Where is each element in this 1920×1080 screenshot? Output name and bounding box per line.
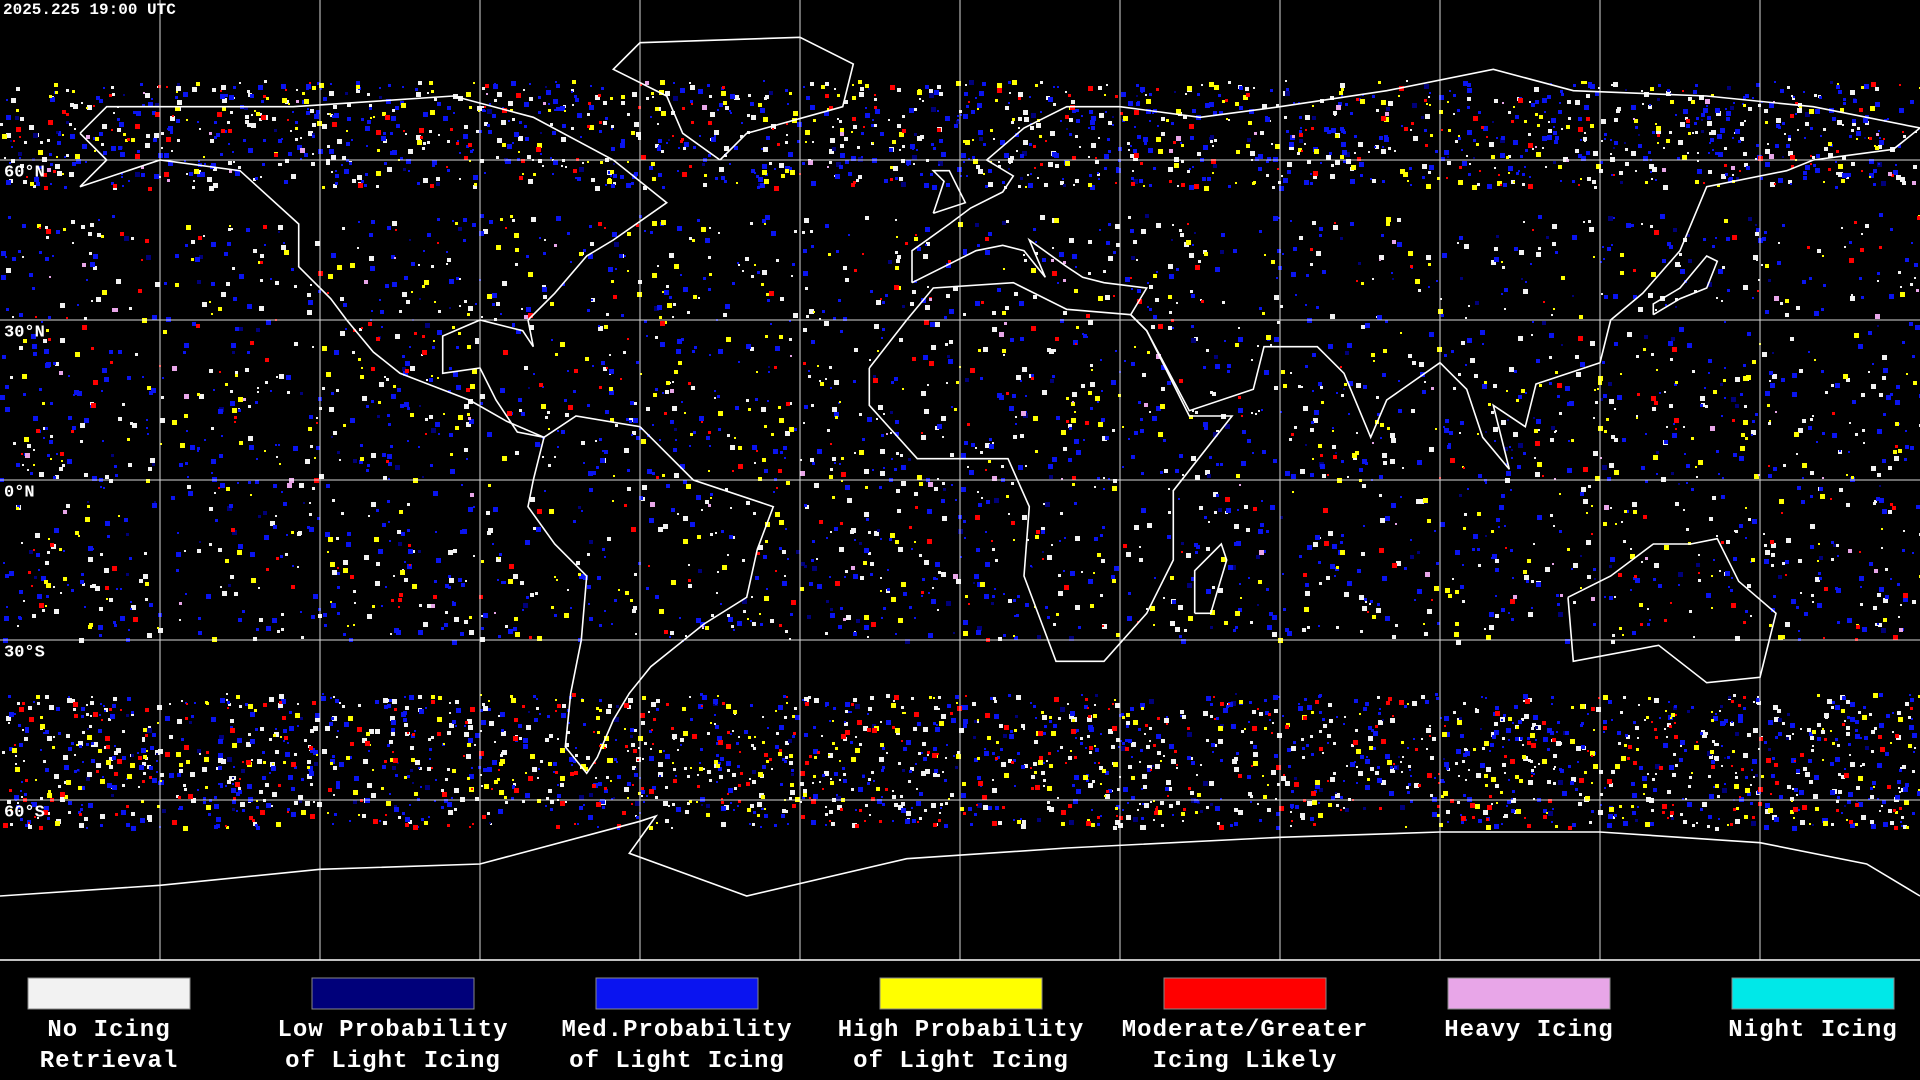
legend-swatch (311, 977, 475, 1010)
legend-swatch (595, 977, 759, 1010)
coastline (1567, 537, 1777, 684)
legend: No Icing Retrieval Low Probability of Light… (27, 977, 1897, 1075)
coastline (79, 95, 669, 439)
legend-swatch (1731, 977, 1895, 1010)
coastline (611, 36, 855, 161)
legend-label: High Probability (838, 1017, 1084, 1044)
coastlines (0, 36, 1920, 897)
legend-label: Low Probability (277, 1017, 508, 1044)
timestamp: 2025.225 19:00 UTC (3, 1, 176, 19)
legend-label: No Icing (47, 1017, 170, 1044)
lat-label: 0°N (4, 483, 35, 502)
legend-label: Moderate/Greater (1122, 1017, 1368, 1044)
legend-label: Med.Probability (561, 1017, 792, 1044)
legend-label: Night Icing (1728, 1017, 1897, 1044)
lat-labels: 60°N 30°N 0°N 30°S 60°S (4, 163, 45, 822)
legend-label: of Light Icing (569, 1048, 785, 1075)
icing-field (0, 80, 1920, 831)
lat-label: 60°N (4, 163, 45, 182)
legend-label: of Light Icing (285, 1048, 501, 1075)
icing-pixels (0, 80, 1920, 831)
legend-label: Icing Likely (1153, 1048, 1338, 1075)
lat-label: 30°S (4, 643, 45, 662)
legend-swatch (1163, 977, 1327, 1010)
legend-label: Heavy Icing (1444, 1017, 1613, 1044)
lat-label: 30°N (4, 323, 45, 342)
coastline (868, 281, 1234, 663)
coastline (0, 814, 1920, 897)
coastline (911, 68, 1920, 470)
legend-label: Retrieval (40, 1048, 179, 1075)
coastline (1193, 542, 1228, 615)
legend-label: of Light Icing (853, 1048, 1069, 1075)
coastline (1652, 255, 1719, 316)
lat-label: 60°S (4, 803, 45, 822)
legend-swatch (879, 977, 1043, 1010)
coastline (527, 415, 775, 775)
legend-swatch (1447, 977, 1611, 1010)
graticule (0, 0, 1920, 960)
icing-pixels (10, 80, 1886, 826)
legend-swatch (27, 977, 191, 1010)
